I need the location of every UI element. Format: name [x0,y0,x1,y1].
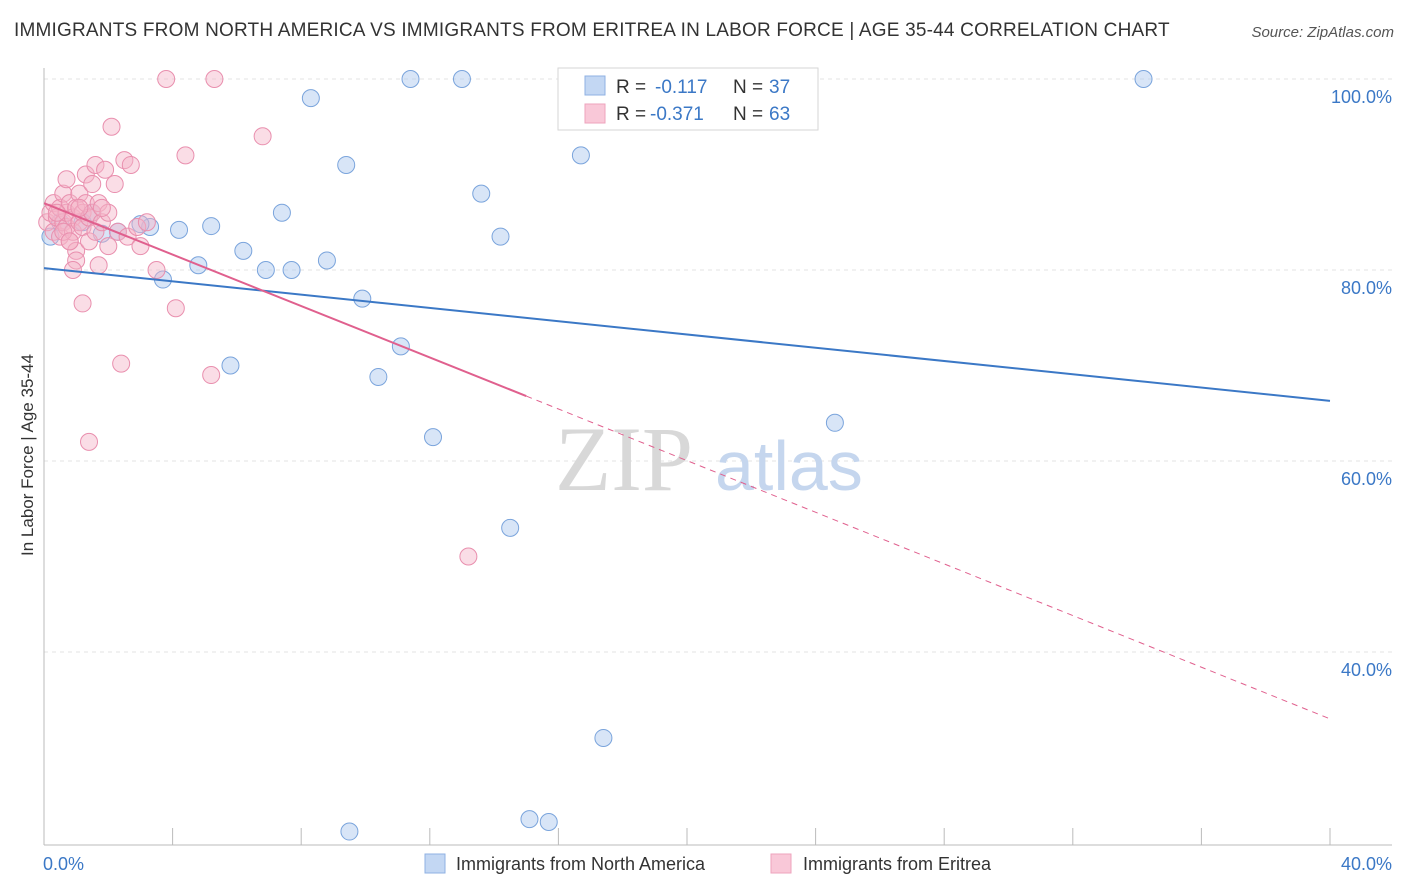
grid-lines [44,78,1392,653]
eritrea-point-56 [67,251,86,270]
north-america-point-17 [337,155,356,174]
x-tick-labels: 0.0% 40.0% [43,854,1392,874]
north-america-point-22 [424,428,443,447]
eritrea-point-48 [176,146,195,165]
legend-r-value-1: -0.117 [655,77,707,98]
legend-n-value-2: 63 [769,104,790,125]
eritrea-point-44 [137,213,156,232]
legend-r-label-2: R = [616,104,646,125]
eritrea-point-57 [73,294,92,313]
bottom-legend-swatch-blue [424,853,446,874]
north-america-point-9 [202,217,221,236]
eritrea-point-22 [76,165,95,184]
eritrea-point-30 [89,256,108,275]
bottom-legend-label-pink: Immigrants from Eritrea [803,854,992,874]
north-america-point-30 [594,728,613,747]
trend-lines [43,202,1331,720]
eritrea-point-8 [54,213,73,232]
eritrea-point-50 [205,70,224,88]
eritrea-point-55 [60,232,79,251]
legend-r-label-1: R = [616,77,646,98]
y-tick-label-2: 80.0% [1341,278,1392,298]
watermark-atlas: atlas [715,427,863,505]
trend-line-1 [43,202,527,397]
eritrea-point-41 [121,155,140,174]
north-america-point-14 [282,261,301,279]
bottom-legend-swatch-pink [770,853,792,874]
north-america-point-32 [825,413,844,432]
eritrea-point-38 [112,354,131,373]
north-america-point-33 [1134,70,1153,88]
eritrea-point-18 [70,184,89,203]
eritrea-point-45 [147,261,166,279]
eritrea-point-59 [92,198,111,217]
source-label: Source: ZipAtlas.com [1251,24,1394,41]
legend-box: R = -0.117 N = 37 R = -0.371 N = 63 [557,67,819,131]
eritrea-point-14 [63,222,82,241]
legend-r-value-2: -0.371 [650,104,704,125]
eritrea-point-61 [57,170,76,189]
eritrea-point-24 [80,232,99,251]
north-america-point-18 [353,289,372,308]
north-america-point-28 [539,812,558,831]
eritrea-point-32 [96,160,115,179]
y-tick-labels: 40.0% 60.0% 80.0% 100.0% [1331,87,1392,680]
north-america-point-16 [317,251,336,270]
north-america-point-23 [452,70,471,88]
y-tick-label-3: 100.0% [1331,87,1392,107]
north-america-point-15 [301,89,320,108]
legend-n-label-2: N = [733,104,763,125]
north-america-point-26 [501,518,520,537]
north-america-point-21 [401,70,420,88]
eritrea-point-0 [38,213,57,232]
y-tick-label-0: 40.0% [1341,660,1392,680]
legend-swatch-blue [584,75,606,96]
eritrea-point-51 [253,127,272,146]
eritrea-point-34 [99,237,118,256]
legend-n-value-1: 37 [769,77,790,98]
north-america-point-25 [491,227,510,246]
eritrea-point-47 [166,299,185,318]
north-america-point-13 [272,203,291,222]
eritrea-point-52 [459,547,478,566]
x-tick-label-0: 0.0% [43,854,84,874]
chart-title: IMMIGRANTS FROM NORTH AMERICA VS IMMIGRA… [14,20,1170,41]
eritrea-point-26 [83,175,102,194]
north-america-point-27 [520,810,539,829]
north-america-point-10 [221,356,240,375]
trend-line-0 [43,267,1331,402]
eritrea-point-36 [105,175,124,194]
x-tick-label-1: 40.0% [1341,854,1392,874]
eritrea-point-7 [54,184,73,203]
y-tick-label-1: 60.0% [1341,469,1392,489]
north-america-point-12 [256,261,275,279]
eritrea-point-28 [86,155,105,174]
north-america-point-11 [234,241,253,260]
series-eritrea [38,70,478,566]
watermark: ZIP atlas [555,408,863,510]
eritrea-point-58 [80,432,99,451]
eritrea-point-46 [157,70,176,88]
eritrea-point-35 [102,117,121,136]
axes [43,68,1392,846]
north-america-point-7 [170,220,189,239]
north-america-point-29 [571,146,590,165]
legend-n-label-1: N = [733,77,763,98]
bottom-legend: Immigrants from North America Immigrants… [424,853,992,874]
eritrea-point-29 [89,194,108,213]
eritrea-point-42 [128,218,147,237]
bottom-legend-label-blue: Immigrants from North America [456,854,706,874]
legend-swatch-pink [584,103,606,124]
eritrea-point-49 [202,366,221,385]
north-america-point-34 [340,822,359,841]
eritrea-point-54 [54,222,73,241]
eritrea-point-16 [67,241,86,260]
north-america-point-36 [131,215,150,234]
north-america-point-24 [472,184,491,203]
north-america-point-19 [369,367,388,386]
watermark-zip: ZIP [555,408,693,510]
trend-line-2 [526,395,1331,720]
